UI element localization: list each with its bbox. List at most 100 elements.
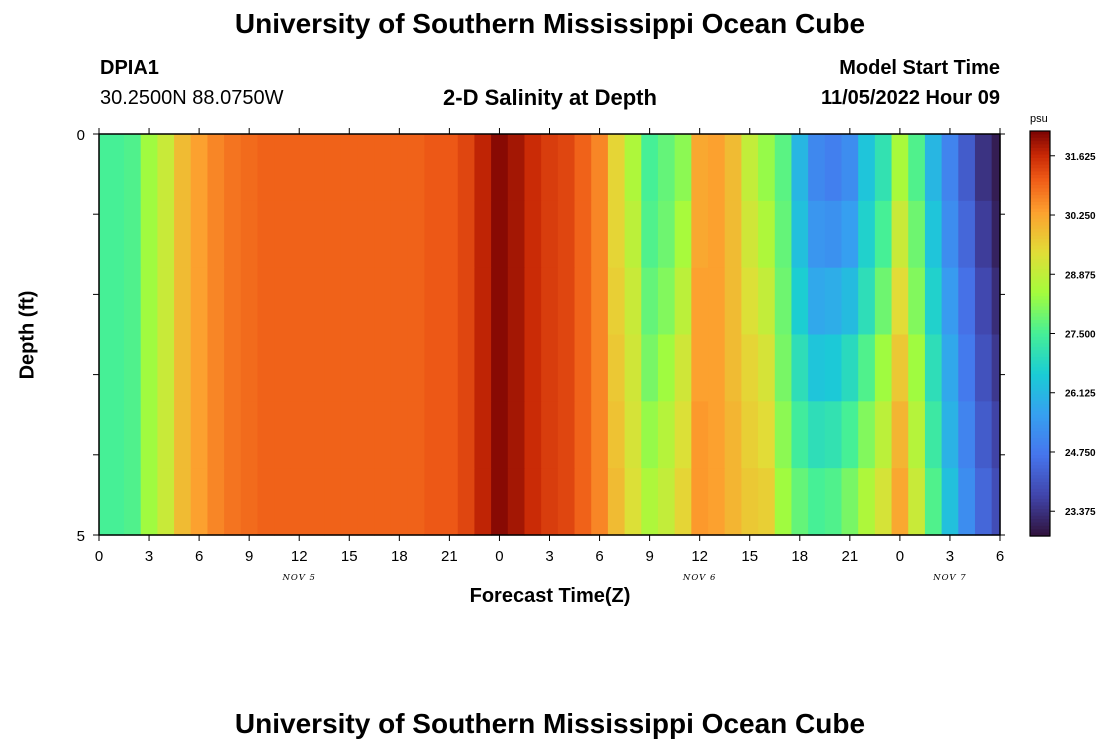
station-coordinates: 30.2500N 88.0750W <box>100 87 284 109</box>
colorbar-swatch <box>1030 448 1050 453</box>
heatmap-cell <box>224 134 242 202</box>
heatmap-cell <box>174 468 192 536</box>
heatmap-cell <box>574 334 592 402</box>
colorbar-swatch <box>1030 370 1050 375</box>
heatmap-cell <box>190 134 209 202</box>
colorbar-swatch <box>1030 353 1050 358</box>
heatmap-cell <box>574 267 592 336</box>
heatmap-cell <box>507 134 526 202</box>
heatmap-cell <box>924 267 943 336</box>
colorbar-swatch <box>1030 340 1050 345</box>
heatmap-cell <box>674 200 692 269</box>
heatmap-cell <box>874 200 893 269</box>
colorbar-swatch <box>1030 374 1050 378</box>
heatmap-cell <box>124 134 142 202</box>
heatmap-cell <box>424 401 442 469</box>
colorbar-swatch <box>1030 235 1050 240</box>
heatmap-cell <box>340 267 359 336</box>
colorbar-swatch <box>1030 252 1050 257</box>
heatmap-cell <box>340 334 359 402</box>
heatmap-cell <box>624 401 642 469</box>
colorbar-tick-label: 30.250 <box>1065 211 1096 222</box>
heatmap-cell <box>674 334 692 402</box>
heatmap-cell <box>124 401 142 469</box>
heatmap-cell <box>207 200 225 269</box>
heatmap-cell <box>607 267 626 336</box>
heatmap-cell <box>674 134 692 202</box>
heatmap-cell <box>724 468 742 536</box>
heatmap-cell <box>457 334 476 402</box>
colorbar-tick-label: 23.375 <box>1065 507 1096 518</box>
colorbar-swatch <box>1030 168 1050 173</box>
heatmap-cell <box>741 134 759 202</box>
colorbar-swatch <box>1030 225 1050 230</box>
heatmap-cell <box>390 134 409 202</box>
colorbar-swatch <box>1030 303 1050 308</box>
heatmap-cell <box>641 468 659 536</box>
heatmap-cell <box>657 134 676 202</box>
heatmap-cell <box>974 134 993 202</box>
heatmap-cell <box>641 401 659 469</box>
heatmap-cell <box>607 334 626 402</box>
heatmap-cell <box>891 200 909 269</box>
colorbar-swatch <box>1030 201 1050 206</box>
heatmap-cell <box>157 200 175 269</box>
heatmap-cell <box>174 134 192 202</box>
colorbar-swatch <box>1030 407 1050 412</box>
heatmap-cell <box>274 401 292 469</box>
heatmap-cell <box>941 267 959 336</box>
x-tick-label: 6 <box>195 548 203 565</box>
colorbar-swatch <box>1030 387 1050 392</box>
heatmap-cell <box>541 401 559 469</box>
colorbar-swatch <box>1030 495 1050 500</box>
heatmap-cell <box>724 401 742 469</box>
heatmap-cell <box>691 134 709 202</box>
heatmap-cell <box>774 134 793 202</box>
colorbar-swatch <box>1030 441 1050 446</box>
heatmap-cell <box>841 401 859 469</box>
colorbar-swatch <box>1030 465 1050 470</box>
heatmap-cell <box>824 401 843 469</box>
heatmap-cell <box>591 334 609 402</box>
colorbar-swatch <box>1030 134 1050 139</box>
heatmap-cell <box>958 468 976 536</box>
model-start-label: Model Start Time <box>839 57 1000 79</box>
colorbar-swatch <box>1030 245 1050 250</box>
colorbar-swatch <box>1030 451 1050 456</box>
heatmap-cell <box>758 134 776 202</box>
heatmap-cell <box>724 334 742 402</box>
heatmap-cell <box>441 468 459 536</box>
heatmap-cell <box>908 200 926 269</box>
colorbar-swatch <box>1030 164 1050 169</box>
heatmap-cell <box>307 134 325 202</box>
x-tick-label: 12 <box>291 548 308 565</box>
heatmap-cell <box>974 468 993 536</box>
colorbar-swatch <box>1030 171 1050 176</box>
heatmap-cell <box>674 401 692 469</box>
heatmap-cell <box>974 401 993 469</box>
heatmap-cell <box>324 267 342 336</box>
colorbar-swatch <box>1030 390 1050 395</box>
heatmap-cell <box>390 267 409 336</box>
heatmap-cell <box>441 401 459 469</box>
heatmap-cell <box>524 200 542 269</box>
heatmap-cell <box>491 200 509 269</box>
heatmap-cell <box>607 134 626 202</box>
colorbar-swatch <box>1030 276 1050 281</box>
colorbar-swatch <box>1030 266 1050 270</box>
heatmap-cell <box>157 267 175 336</box>
heatmap-cell <box>691 267 709 336</box>
heatmap-cell <box>958 134 976 202</box>
colorbar-swatch <box>1030 525 1050 530</box>
colorbar-swatch <box>1030 468 1050 473</box>
heatmap-cell <box>824 468 843 536</box>
heatmap-cell <box>157 134 175 202</box>
heatmap-cell <box>174 334 192 402</box>
heatmap-cell <box>290 134 309 202</box>
heatmap-cell <box>224 200 242 269</box>
heatmap-cell <box>491 401 509 469</box>
heatmap-cell <box>140 200 158 269</box>
heatmap-cell <box>641 267 659 336</box>
colorbar-swatch <box>1030 208 1050 213</box>
